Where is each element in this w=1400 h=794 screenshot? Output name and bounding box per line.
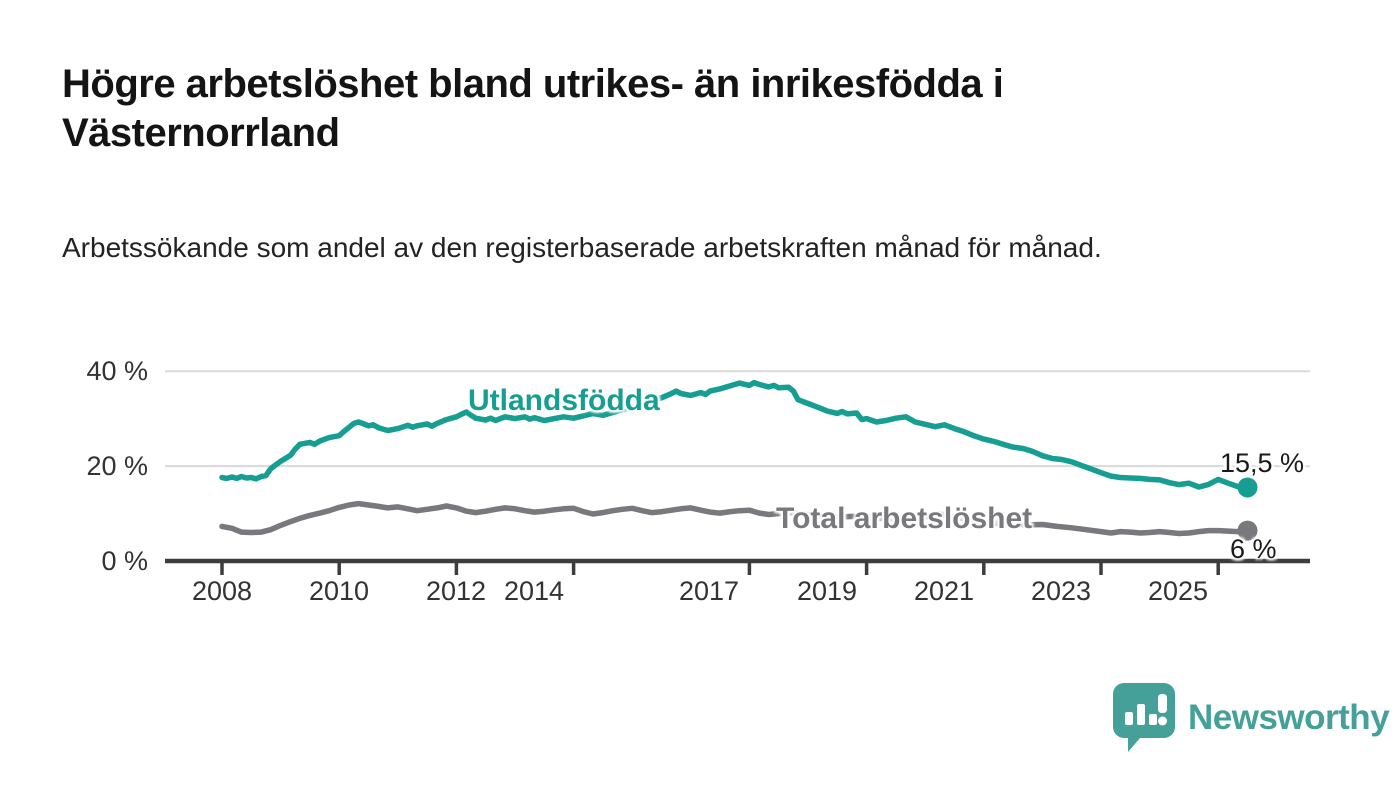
x-tick-label-2021: 2021 [913,576,975,606]
brand-name: Newsworthy [1188,698,1390,737]
newsworthy-speech-bubble-icon [1113,683,1175,752]
end-value-label-total: 6 % [1230,534,1277,564]
end-dot-0 [1237,477,1258,498]
x-tick-label-2012: 2012 [425,576,487,606]
series-label-total-arbetsloshet: Total arbetslöshet [776,502,1033,535]
x-tick-label-2023: 2023 [1030,576,1092,606]
y-tick-label-40: 40 % [86,356,148,386]
page-title: Högre arbetslöshet bland utrikes- än inr… [62,62,1004,155]
x-tick-label-2017: 2017 [678,576,740,606]
y-tick-label-0: 0 % [101,546,148,576]
end-value-label-utlandsfodda: 15,5 % [1220,448,1305,478]
y-tick-label-20: 20 % [86,451,148,481]
end-dot-1 [1237,520,1258,541]
x-tick-label-2008: 2008 [191,576,253,606]
series-line-1 [219,500,1251,537]
brand-logo: Newsworthy [1112,682,1390,754]
x-tick-label-2019: 2019 [796,576,858,606]
series-line-0 [219,379,1251,491]
exclamation-dot [1158,716,1167,726]
x-tick-label-2010: 2010 [308,576,370,606]
series-label-utlandsfodda: Utlandsfödda [468,384,660,417]
x-tick-label-2025: 2025 [1147,576,1209,606]
chart-subtitle: Arbetssökande som andel av den registerb… [62,232,1102,263]
exclamation-bar [1158,694,1167,713]
x-tick-label-2014: 2014 [503,576,565,606]
